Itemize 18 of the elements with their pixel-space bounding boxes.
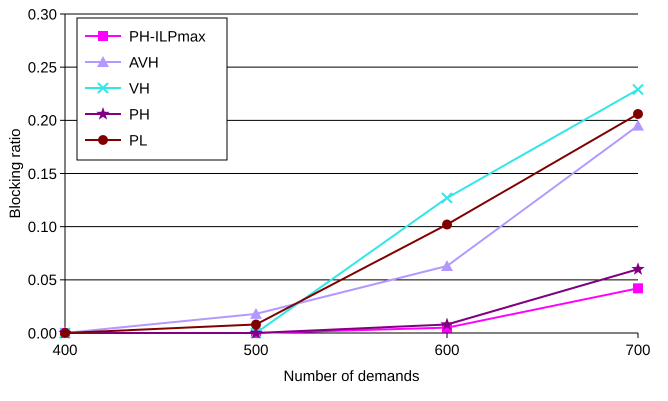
x-axis-title: Number of demands — [284, 368, 420, 385]
legend-label: AVH — [129, 54, 159, 72]
x-tick-label: 700 — [625, 342, 651, 359]
legend-label: PH — [129, 106, 150, 124]
y-tick-label: 0.10 — [28, 218, 57, 236]
x-tick-label: 400 — [52, 342, 78, 359]
y-tick-label: 0.20 — [28, 112, 57, 130]
y-tick-label: 0.15 — [28, 166, 57, 183]
y-tick-label: 0.25 — [28, 59, 57, 76]
legend-label: PH-ILPmax — [129, 28, 206, 46]
y-axis-title: Blocking ratio — [7, 128, 24, 219]
x-tick-label: 600 — [434, 342, 460, 359]
x-tick-label: 500 — [243, 342, 269, 359]
y-tick-label: 0.30 — [28, 6, 57, 24]
y-tick-label: 0.05 — [28, 272, 57, 290]
y-tick-label: 0.00 — [28, 325, 57, 342]
legend-label: VH — [129, 80, 150, 98]
legend-label: PL — [129, 132, 148, 150]
